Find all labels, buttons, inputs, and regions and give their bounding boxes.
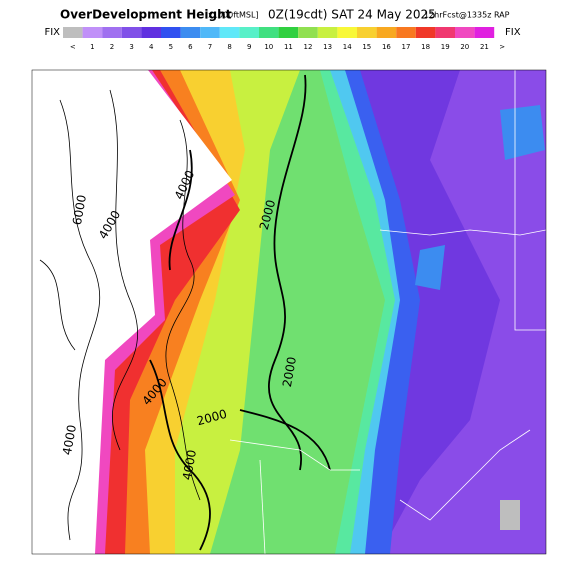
legend-label: 20 — [460, 43, 469, 51]
legend-label: 18 — [421, 43, 430, 51]
legend-swatch — [455, 27, 475, 38]
contour-label: 4000 — [180, 449, 199, 482]
legend-label: 10 — [264, 43, 273, 51]
legend-swatch — [63, 27, 83, 38]
legend-swatch — [278, 27, 299, 38]
legend-label: < — [70, 43, 76, 51]
legend-swatch — [317, 27, 338, 38]
legend-swatch — [435, 27, 455, 38]
legend-label: 12 — [304, 43, 313, 51]
legend-label: 6 — [188, 43, 193, 51]
legend-label: 3 — [129, 43, 133, 51]
units: [x1000ftMSL] — [205, 11, 259, 20]
legend-swatch — [474, 27, 495, 38]
legend: <1 2 3 4 5 6 7 8 9 10 11 12 13 14 15 16 17 18 19 20 21 > — [63, 27, 505, 51]
legend-label: 15 — [362, 43, 371, 51]
legend-label: 13 — [323, 43, 332, 51]
legend-right: FIX — [505, 27, 521, 38]
legend-swatch — [200, 27, 220, 38]
legend-label: 1 — [90, 43, 94, 51]
legend-label: 4 — [149, 43, 154, 51]
legend-swatch — [219, 27, 240, 38]
legend-label: 16 — [382, 43, 391, 51]
legend-label: 2 — [110, 43, 114, 51]
legend-swatch — [415, 27, 436, 38]
legend-swatch — [121, 27, 142, 38]
legend-swatch — [82, 27, 103, 38]
legend-label: 5 — [169, 43, 173, 51]
legend-swatch — [259, 27, 279, 38]
legend-swatch — [141, 27, 161, 38]
legend-label: 14 — [343, 43, 352, 51]
legend-left: FIX — [44, 27, 60, 38]
contour-label: 6000 — [70, 194, 89, 227]
legend-swatch — [102, 27, 122, 38]
map — [31, 69, 547, 555]
contour-label: 4000 — [60, 424, 79, 457]
valid-time: 0Z(19cdt) SAT 24 May 2025 — [268, 8, 436, 22]
legend-label: 8 — [227, 43, 231, 51]
title: OverDevelopment Height — [60, 8, 232, 22]
legend-swatch — [161, 27, 181, 38]
legend-label: 9 — [247, 43, 251, 51]
contour-label: 2000 — [280, 356, 299, 389]
legend-swatch — [376, 27, 397, 38]
legend-label: 19 — [441, 43, 450, 51]
legend-label: 11 — [284, 43, 293, 51]
legend-label: 21 — [480, 43, 489, 51]
legend-swatch — [180, 27, 201, 38]
legend-end: > — [499, 43, 505, 51]
legend-label: 7 — [208, 43, 212, 51]
legend-swatch — [396, 27, 416, 38]
legend-swatch — [337, 27, 357, 38]
run-info: 12hrFcst@1335z RAP — [424, 11, 510, 20]
legend-swatch — [239, 27, 259, 38]
legend-label: 17 — [402, 43, 411, 51]
legend-swatch — [298, 27, 318, 38]
legend-swatch — [357, 27, 377, 38]
